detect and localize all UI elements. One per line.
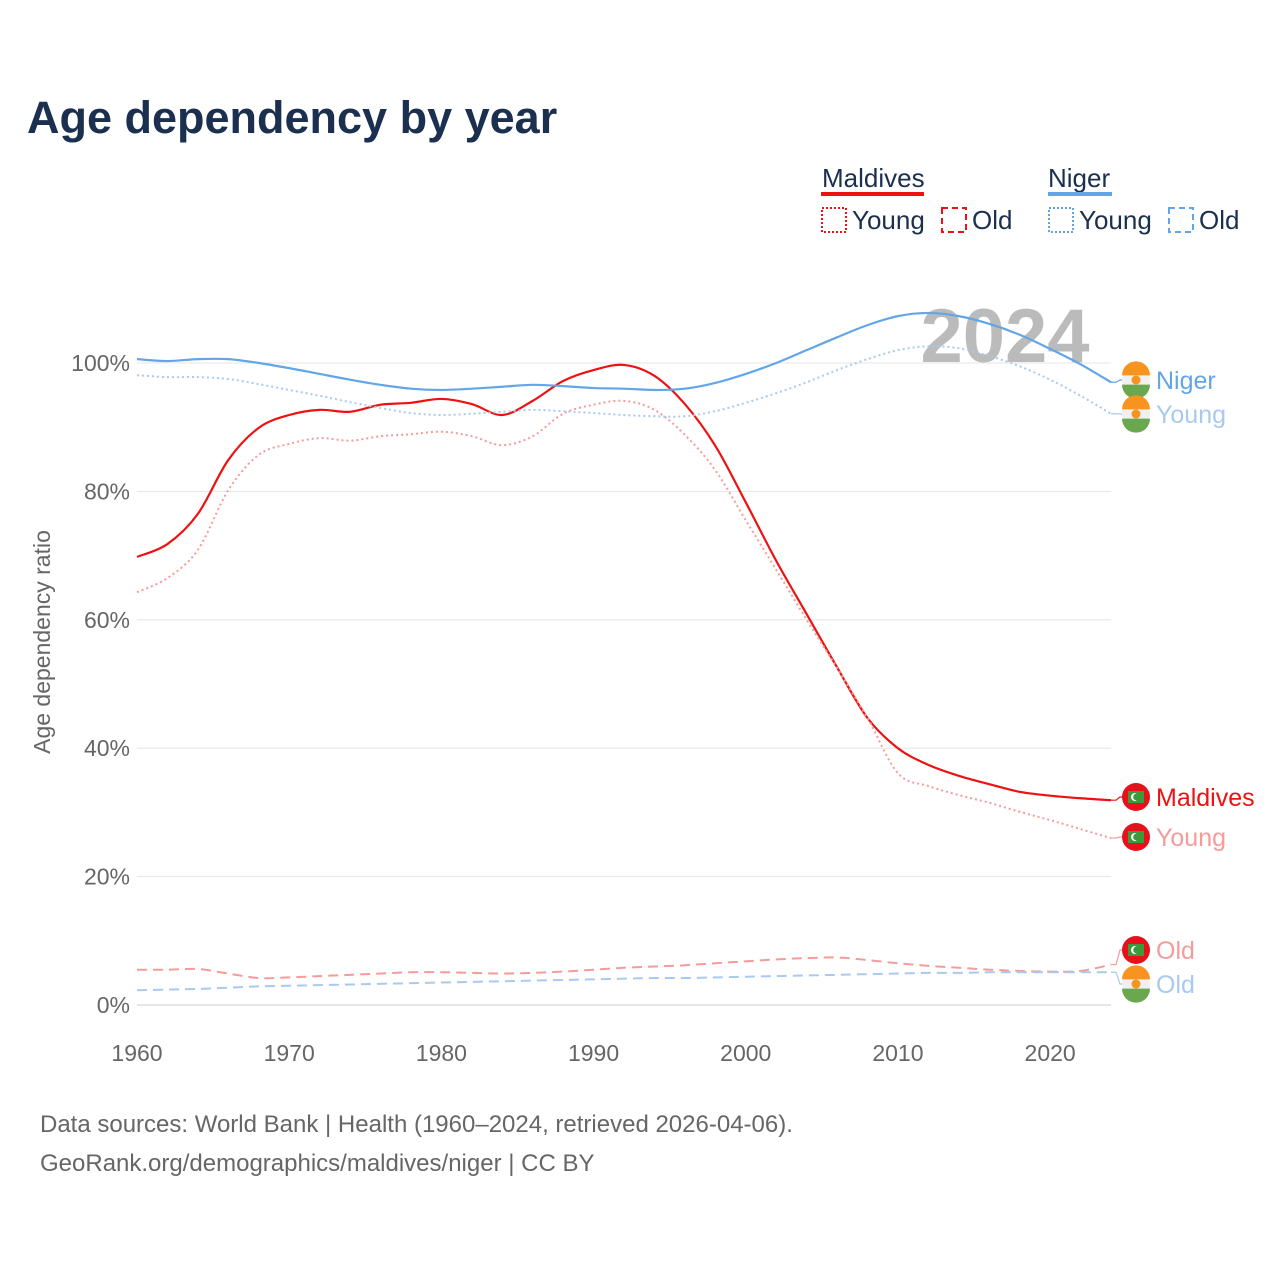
series-line-niger-young — [136, 345, 1112, 418]
legend: Maldives Young Old Niger Young Old — [821, 163, 1239, 235]
maldives-flag-icon — [1122, 823, 1150, 851]
legend-dashed-swatch — [1168, 207, 1194, 233]
x-axis-ticks: 1960 1970 1980 1990 2000 2010 2020 — [111, 1040, 1075, 1066]
legend-maldives-young[interactable]: Young — [852, 205, 925, 235]
legend-dashed-swatch — [941, 207, 967, 233]
series-line-maldives-young — [136, 399, 1112, 840]
series-line-maldives-total — [136, 363, 1112, 802]
end-label-maldives-young: Young — [1156, 824, 1226, 852]
niger-flag-icon — [1122, 395, 1150, 433]
end-label-niger-total: Niger — [1156, 367, 1216, 395]
x-tick-label: 1960 — [111, 1040, 162, 1066]
source-line-2[interactable]: GeoRank.org/demographics/maldives/niger … — [40, 1150, 594, 1177]
legend-niger-old[interactable]: Old — [1199, 205, 1239, 235]
y-tick-label: 0% — [97, 992, 130, 1018]
y-axis-label: Age dependency ratio — [29, 530, 55, 754]
series-line-niger-old — [136, 971, 1111, 992]
end-label-niger-young: Young — [1156, 401, 1226, 429]
series-line-niger-total — [136, 311, 1112, 392]
series-line-maldives-old — [136, 956, 1112, 980]
label-connector — [1111, 971, 1124, 985]
legend-niger-swatch — [1048, 192, 1112, 196]
end-label-maldives-total: Maldives — [1156, 784, 1255, 812]
x-tick-label: 1990 — [568, 1040, 619, 1066]
niger-flag-icon — [1122, 965, 1150, 1003]
end-label-niger-old: Old — [1156, 971, 1195, 999]
y-tick-label: 40% — [84, 735, 130, 761]
y-axis-ticks: 0% 20% 40% 60% 80% 100% — [71, 350, 130, 1018]
legend-dotted-swatch — [821, 207, 847, 233]
legend-group-niger[interactable]: Niger — [1048, 163, 1110, 193]
x-tick-label: 1970 — [264, 1040, 315, 1066]
x-tick-label: 2020 — [1025, 1040, 1076, 1066]
end-labels: Niger Young Maldives Young Old Old — [1111, 361, 1255, 1003]
legend-dotted-swatch — [1048, 207, 1074, 233]
legend-group-maldives[interactable]: Maldives — [822, 163, 925, 193]
legend-niger-young[interactable]: Young — [1079, 205, 1152, 235]
x-tick-label: 2010 — [872, 1040, 923, 1066]
maldives-flag-icon — [1122, 783, 1150, 811]
x-tick-label: 1980 — [416, 1040, 467, 1066]
legend-maldives-swatch — [821, 192, 924, 196]
x-tick-label: 2000 — [720, 1040, 771, 1066]
y-tick-label: 60% — [84, 607, 130, 633]
end-label-maldives-old: Old — [1156, 937, 1195, 965]
y-tick-label: 80% — [84, 478, 130, 504]
maldives-flag-icon — [1122, 936, 1150, 964]
y-tick-label: 100% — [71, 350, 130, 376]
gridlines — [137, 362, 1111, 1006]
y-tick-label: 20% — [84, 864, 130, 890]
niger-flag-icon — [1122, 361, 1150, 399]
chart-title: Age dependency by year — [27, 92, 557, 143]
label-connector — [1111, 949, 1124, 966]
current-year-label: 2024 — [920, 294, 1089, 379]
series-lines — [136, 311, 1112, 992]
legend-maldives-old[interactable]: Old — [972, 205, 1012, 235]
source-line-1: Data sources: World Bank | Health (1960–… — [40, 1111, 793, 1138]
